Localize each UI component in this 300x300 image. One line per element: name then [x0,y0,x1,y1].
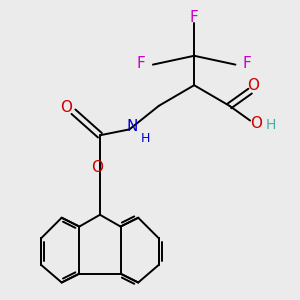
Text: N: N [127,119,138,134]
Text: F: F [190,10,199,25]
Text: H: H [141,132,150,145]
Text: O: O [247,78,259,93]
Text: F: F [137,56,146,70]
Text: F: F [243,56,251,70]
Text: O: O [250,116,262,131]
Text: H: H [266,118,276,132]
Text: O: O [91,160,103,175]
Text: O: O [60,100,72,115]
